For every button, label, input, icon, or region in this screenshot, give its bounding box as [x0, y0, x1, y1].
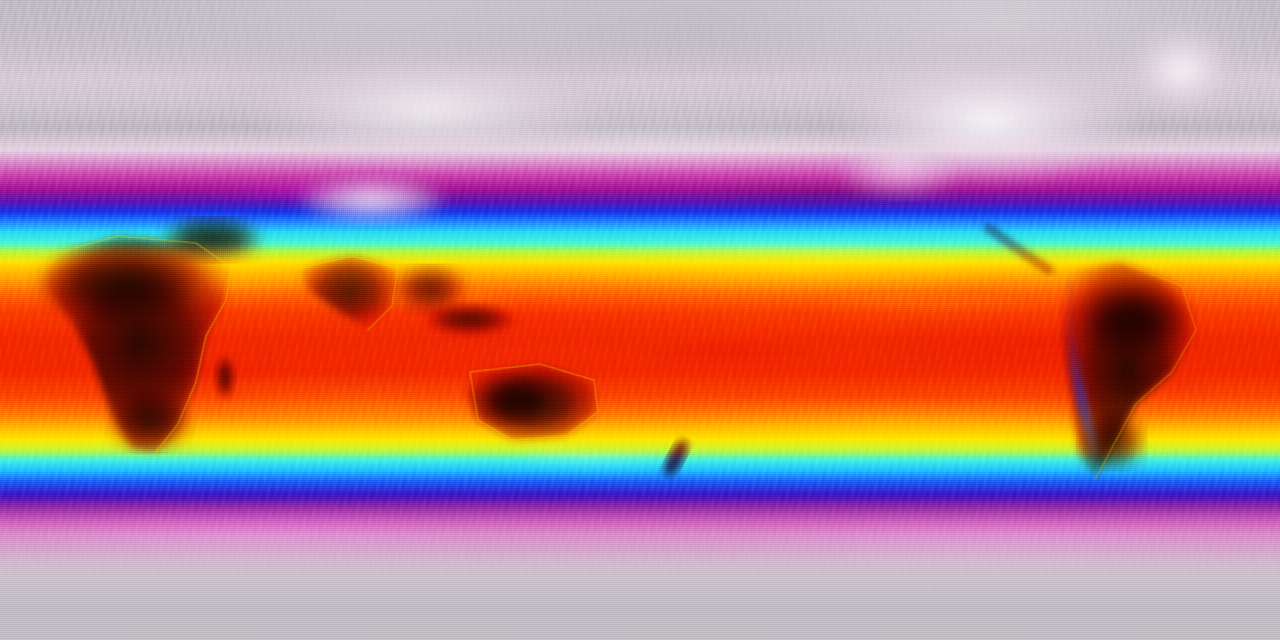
landmass-south-america — [1058, 262, 1196, 487]
landmass-africa — [40, 236, 235, 452]
landmass-australia — [466, 364, 598, 440]
landmass-eurasia-west — [166, 220, 258, 260]
landmass-greenland — [1130, 28, 1234, 112]
landmass-central-america — [984, 223, 1054, 275]
landmass-siberia — [250, 56, 610, 164]
andes-cold-ridge — [1063, 279, 1103, 487]
landmass-maritime-continent — [426, 304, 514, 336]
landmass-asia — [300, 178, 464, 330]
landmass-north-america — [840, 60, 1140, 196]
antarctic-ice-cap — [0, 498, 1280, 640]
landmass-new-zealand — [664, 439, 688, 477]
